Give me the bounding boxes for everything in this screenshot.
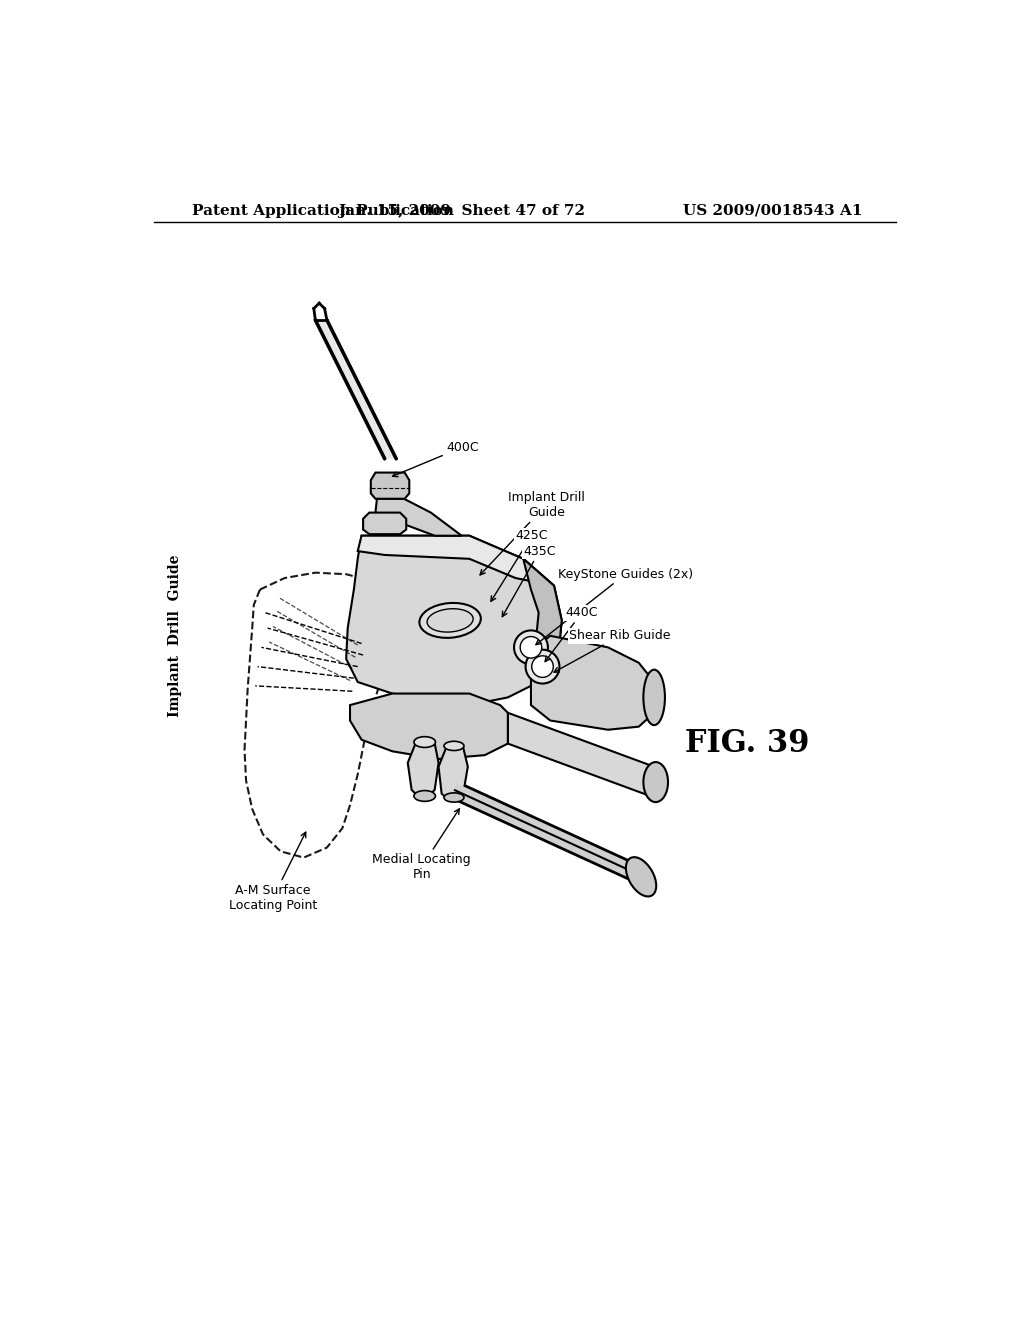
Polygon shape: [371, 473, 410, 499]
Text: 425C: 425C: [490, 529, 548, 602]
Text: A-M Surface
Locating Point: A-M Surface Locating Point: [229, 832, 317, 912]
Ellipse shape: [643, 762, 668, 803]
Text: FIG. 39: FIG. 39: [685, 729, 809, 759]
Ellipse shape: [420, 603, 481, 638]
Polygon shape: [364, 512, 407, 535]
Ellipse shape: [414, 791, 435, 801]
Text: Jan. 15, 2009  Sheet 47 of 72: Jan. 15, 2009 Sheet 47 of 72: [338, 203, 585, 218]
Ellipse shape: [427, 609, 473, 632]
Text: Implant  Drill  Guide: Implant Drill Guide: [168, 554, 182, 717]
Polygon shape: [408, 743, 438, 797]
Text: 440C: 440C: [545, 606, 598, 661]
Text: 400C: 400C: [392, 441, 479, 477]
Ellipse shape: [643, 669, 665, 725]
Polygon shape: [523, 558, 562, 682]
Ellipse shape: [414, 737, 435, 747]
Polygon shape: [346, 536, 562, 705]
Text: Medial Locating
Pin: Medial Locating Pin: [373, 809, 471, 880]
Text: 435C: 435C: [503, 545, 556, 616]
Text: Patent Application Publication: Patent Application Publication: [193, 203, 455, 218]
Text: Implant Drill
Guide: Implant Drill Guide: [480, 491, 585, 576]
Polygon shape: [531, 636, 654, 730]
Polygon shape: [376, 499, 462, 536]
Polygon shape: [508, 713, 654, 797]
Text: KeyStone Guides (2x): KeyStone Guides (2x): [536, 568, 693, 644]
Polygon shape: [317, 321, 396, 459]
Ellipse shape: [626, 857, 656, 896]
Circle shape: [525, 649, 559, 684]
Circle shape: [520, 636, 542, 659]
Polygon shape: [350, 693, 508, 759]
Polygon shape: [357, 536, 554, 586]
Polygon shape: [438, 747, 468, 799]
Text: Shear Rib Guide: Shear Rib Guide: [554, 630, 671, 672]
Text: US 2009/0018543 A1: US 2009/0018543 A1: [683, 203, 862, 218]
Ellipse shape: [444, 793, 464, 803]
Circle shape: [531, 656, 553, 677]
Circle shape: [514, 631, 548, 664]
Ellipse shape: [444, 742, 464, 751]
